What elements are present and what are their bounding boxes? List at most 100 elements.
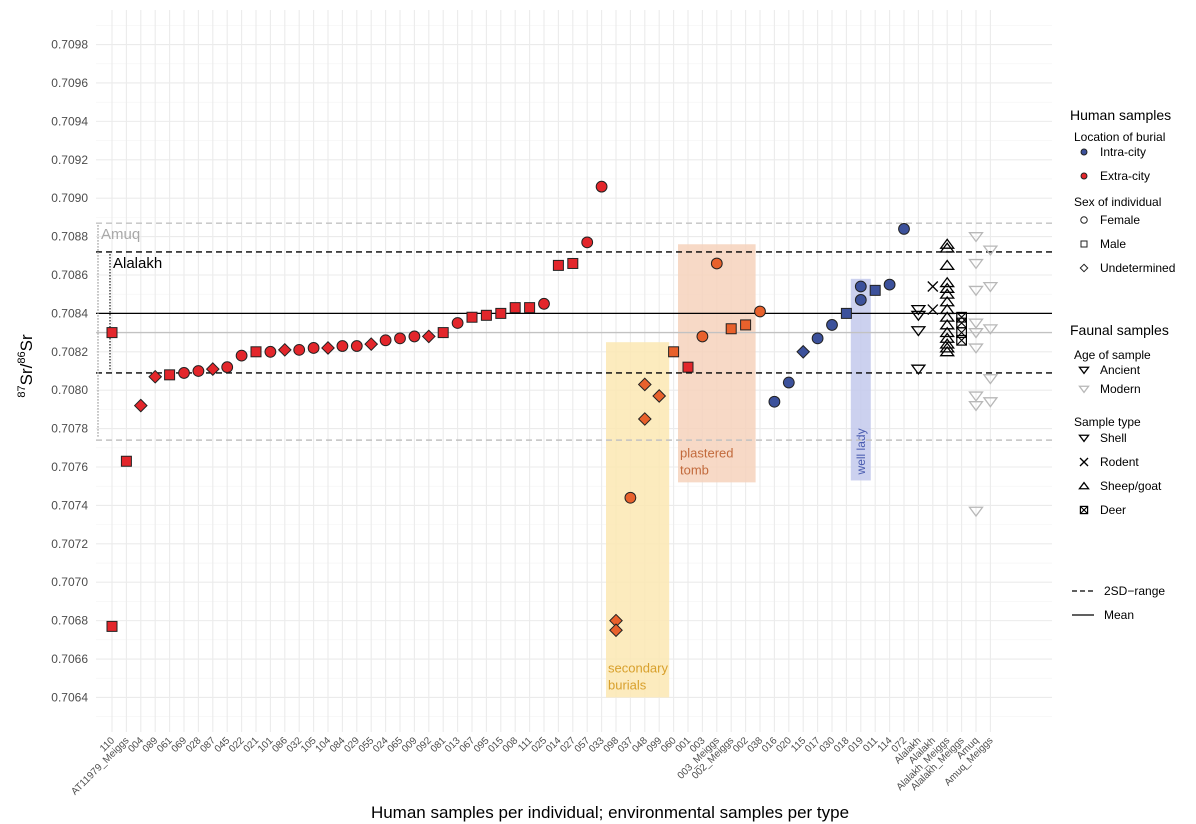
y-tick-label: 0.7072 <box>51 537 88 551</box>
faunal-point-shell <box>982 374 999 385</box>
point-layer <box>106 180 999 638</box>
legend-age-title: Age of sample <box>1074 348 1151 362</box>
human-point-circle <box>581 236 594 249</box>
faunal-point-sheep <box>939 341 955 353</box>
legend-ancient-label: Ancient <box>1100 363 1141 377</box>
x-axis-title: Human samples per individual; environmen… <box>371 803 849 822</box>
y-tick-label: 0.7094 <box>51 114 88 128</box>
human-point-square <box>524 302 536 314</box>
rodent-stroke <box>1079 457 1089 467</box>
faunal-point-shell <box>968 506 984 518</box>
legend-undetermined-marker <box>1079 263 1089 273</box>
human-point-diamond <box>133 398 148 413</box>
rodent-stroke <box>927 281 939 292</box>
annotation-box <box>850 278 871 481</box>
legend-rodent-marker <box>1079 457 1089 467</box>
legend-rodent-label: Rodent <box>1100 455 1139 469</box>
human-point-square <box>120 455 132 467</box>
legend-sheep-label: Sheep/goat <box>1100 479 1162 493</box>
human-point-diamond <box>364 337 379 352</box>
human-point-square <box>106 620 118 632</box>
human-point-square <box>437 327 449 339</box>
legend-intra-label: Intra-city <box>1100 145 1146 159</box>
faunal-point-sheep <box>939 345 955 357</box>
human-point-square <box>250 346 262 358</box>
y-tick-label: 0.7090 <box>51 191 88 205</box>
amuq-range-label: Amuq <box>101 226 140 243</box>
y-tick-label: 0.7098 <box>51 38 88 52</box>
human-point-square <box>495 307 507 319</box>
human-point-diamond <box>421 329 436 344</box>
human-point-circle <box>811 332 824 345</box>
faunal-point-shell <box>968 232 984 243</box>
faunal-point-shell <box>968 401 984 412</box>
y-tick-label: 0.7088 <box>51 230 88 244</box>
human-point-circle <box>394 332 406 345</box>
human-point-circle <box>192 365 205 377</box>
faunal-point-shell <box>982 245 999 256</box>
y-axis-title-sup1: 87 <box>16 385 28 397</box>
faunal-point-shell <box>910 326 927 337</box>
human-point-circle <box>595 180 608 193</box>
y-tick-label: 0.7084 <box>51 306 88 320</box>
human-point-circle <box>826 319 838 331</box>
legend-female-marker <box>1080 216 1088 224</box>
legend-male-marker <box>1080 240 1088 248</box>
human-point-diamond <box>637 377 652 392</box>
legend-mean-label: Mean <box>1104 608 1134 622</box>
faunal-point-sheep <box>939 242 955 253</box>
rodent-stroke <box>927 304 939 316</box>
human-point-diamond <box>277 342 292 357</box>
faunal-point-sheep <box>939 259 955 270</box>
svg-text:87Sr/86Sr: 87Sr/86Sr <box>16 334 36 398</box>
y-tick-label: 0.7070 <box>51 575 88 589</box>
human-point-square <box>480 309 492 321</box>
legend-female-label: Female <box>1100 213 1140 227</box>
annotation-label: tomb <box>680 462 709 477</box>
legend-human-title: Human samples <box>1070 107 1171 123</box>
human-point-circle <box>264 345 277 358</box>
human-point-square <box>840 307 852 319</box>
faunal-point-sheep <box>939 318 955 330</box>
human-point-circle <box>350 340 363 352</box>
human-point-diamond <box>652 389 667 403</box>
human-point-diamond <box>637 412 652 426</box>
legend-modern-marker <box>1078 385 1090 394</box>
legend-type-title: Sample type <box>1074 415 1141 429</box>
legend-sheep-marker <box>1078 481 1090 490</box>
legend-location-title: Location of burial <box>1074 130 1165 144</box>
human-point-circle <box>854 294 867 306</box>
human-point-circle <box>624 491 637 504</box>
y-tick-label: 0.7078 <box>51 422 88 436</box>
y-axis-title-sup2: 86 <box>16 351 28 363</box>
y-axis-title-part1: Sr/ <box>17 363 36 385</box>
human-point-circle <box>221 361 234 374</box>
human-point-circle <box>898 223 910 235</box>
human-point-circle <box>336 340 349 352</box>
human-point-square <box>869 284 881 296</box>
deer-box <box>956 311 967 323</box>
y-tick-label: 0.7082 <box>51 345 88 359</box>
human-point-circle <box>538 297 550 310</box>
faunal-point-rodent <box>927 281 939 292</box>
deer-stroke <box>956 335 967 346</box>
faunal-point-shell <box>910 305 927 316</box>
human-point-diamond <box>609 623 623 638</box>
faunal-point-sheep <box>939 295 955 307</box>
human-point-square <box>164 369 176 381</box>
faunal-point-shell <box>968 328 984 339</box>
human-point-circle <box>883 278 896 291</box>
faunal-point-sheep <box>939 288 955 299</box>
human-point-circle <box>178 367 190 379</box>
deer-box <box>1079 505 1089 515</box>
faunal-point-sheep <box>939 282 955 293</box>
faunal-point-deer <box>956 334 967 346</box>
faunal-point-shell <box>910 310 927 322</box>
human-point-square <box>567 257 579 269</box>
faunal-point-sheep <box>939 303 955 315</box>
annotation-label: well lady <box>854 428 868 475</box>
annotation-label: secondary <box>608 660 668 675</box>
faunal-point-sheep <box>939 238 955 249</box>
legend-extra-label: Extra-city <box>1100 169 1150 183</box>
